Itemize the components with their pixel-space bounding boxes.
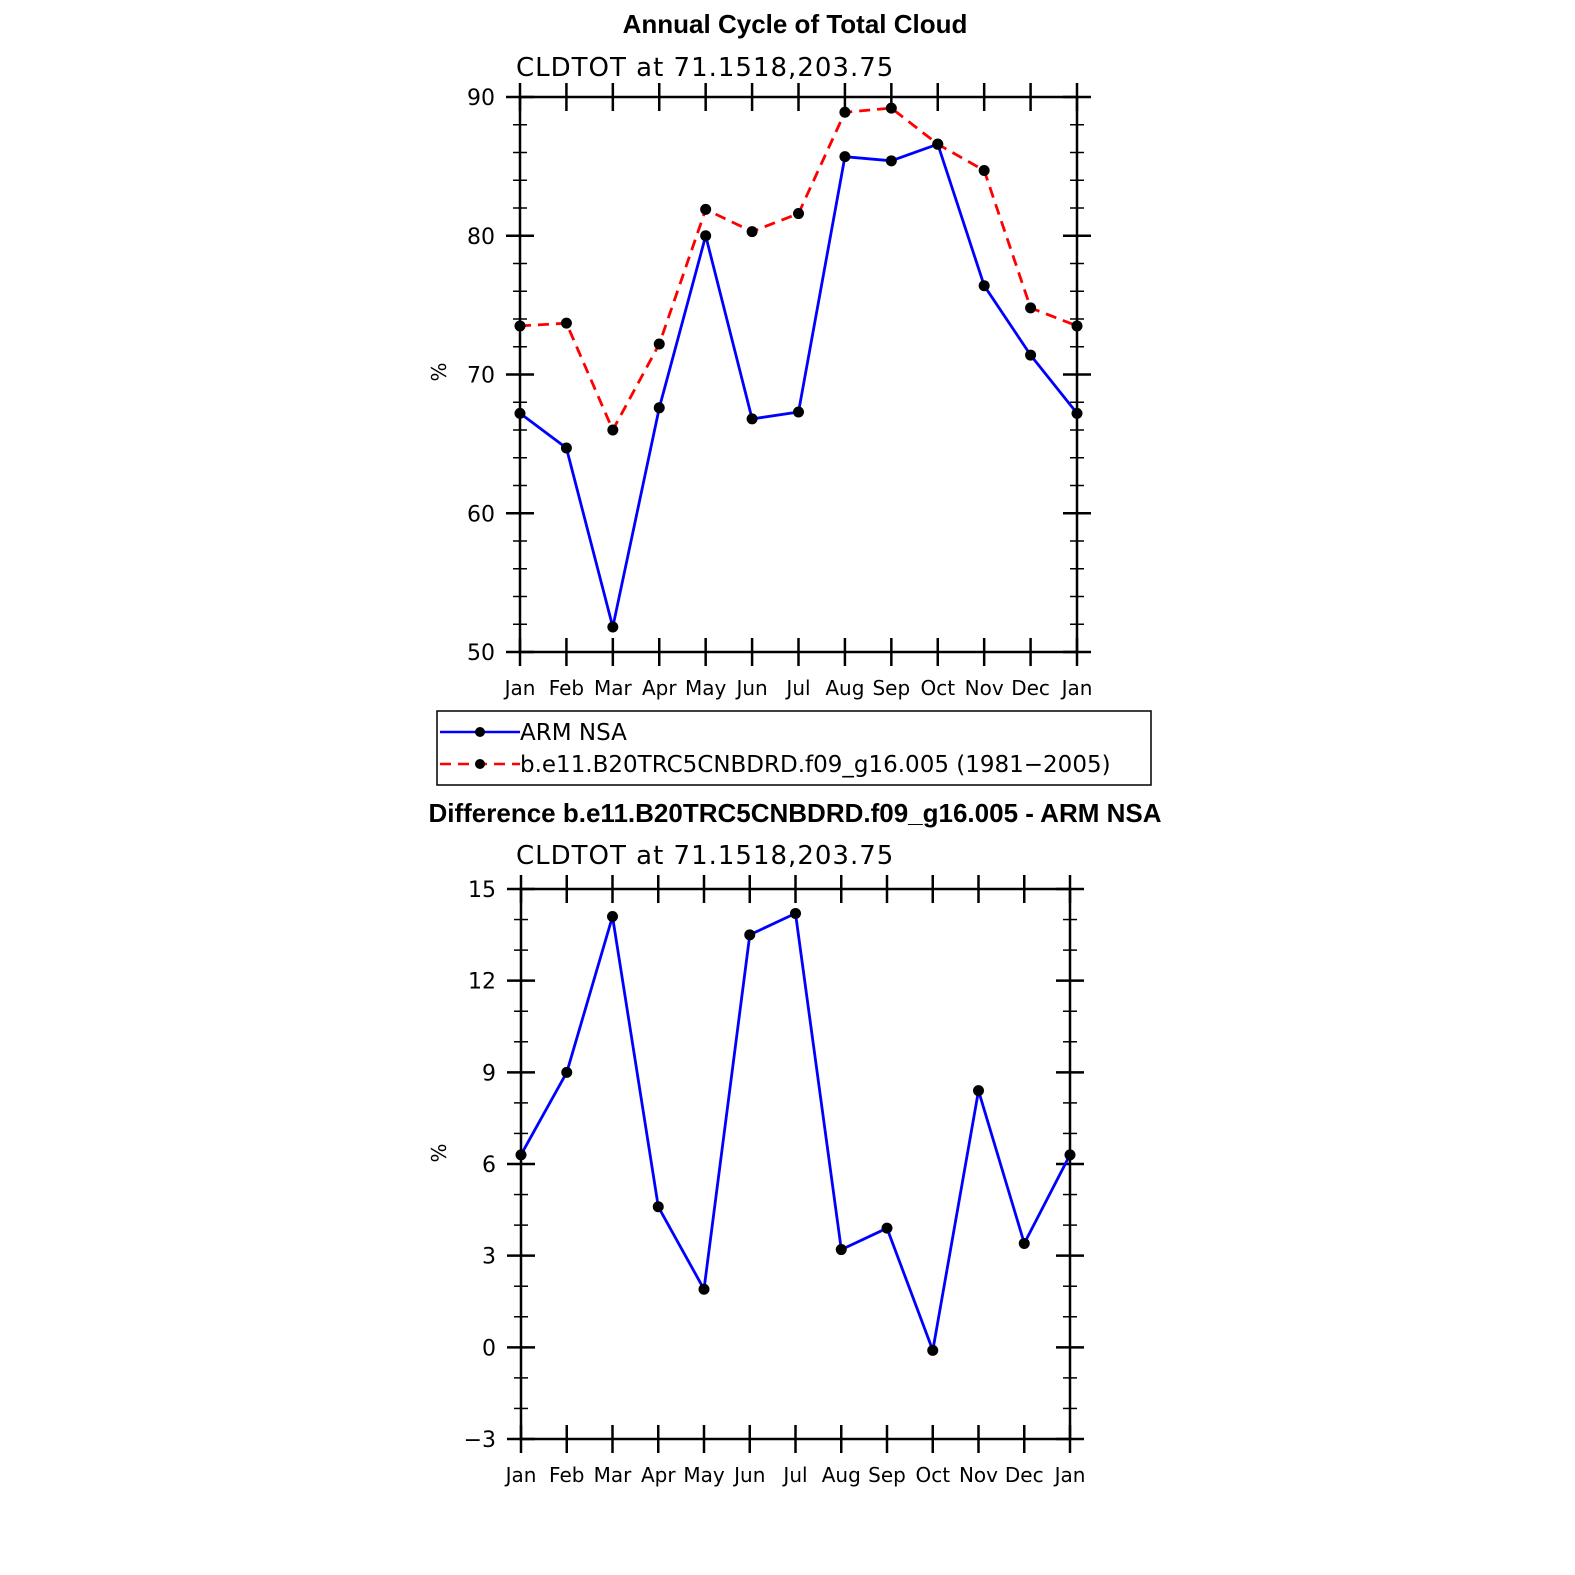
legend-entry-model: b.e11.B20TRC5CNBDRD.f09_g16.005 (1981−20… — [520, 752, 1111, 778]
legend-marker-model — [475, 759, 485, 769]
data-point — [700, 203, 712, 215]
data-point — [652, 1201, 664, 1213]
series-line-1 — [519, 106, 1078, 432]
data-point — [1025, 349, 1037, 361]
y-axis-label: % — [427, 1143, 451, 1162]
x-tick-label: Apr — [641, 1463, 676, 1487]
data-point — [515, 1149, 527, 1161]
x-tick-label: Jan — [1060, 676, 1093, 700]
data-point — [607, 911, 618, 922]
legend-marker-arm-nsa — [475, 727, 485, 737]
x-tick-label: Jun — [732, 1463, 765, 1487]
legend-entry-arm-nsa: ARM NSA — [520, 720, 627, 746]
data-point — [978, 280, 990, 292]
legend: ARM NSA b.e11.B20TRC5CNBDRD.f09_g16.005 … — [436, 710, 1152, 786]
x-tick-label: Mar — [594, 676, 633, 700]
plot-frame — [518, 95, 1079, 654]
y-tick-label: 60 — [467, 502, 495, 527]
data-point — [560, 442, 572, 454]
x-tick-label: Jan — [504, 1463, 537, 1487]
y-axis-label: % — [427, 362, 451, 381]
x-tick-label: Jul — [781, 1463, 807, 1487]
data-point — [973, 1085, 984, 1097]
x-tick-label: Apr — [642, 676, 677, 700]
data-point — [790, 907, 801, 919]
data-point — [885, 102, 897, 114]
x-tick-label: Jan — [1053, 1463, 1086, 1487]
data-point — [1064, 1149, 1076, 1161]
chart-title: Annual Cycle of Total Cloud — [623, 9, 968, 39]
y-tick-label: 70 — [467, 364, 495, 389]
data-point — [881, 1222, 893, 1234]
annual-cycle-chart: Annual Cycle of Total Cloud CLDTOT at 71… — [427, 9, 1092, 700]
data-point — [927, 1344, 939, 1356]
data-point — [839, 106, 851, 118]
data-point — [1071, 320, 1083, 332]
chart-subtitle: CLDTOT at 71.1518,203.75 — [516, 53, 894, 83]
y-tick-label: 3 — [482, 1245, 496, 1270]
data-point — [560, 317, 572, 329]
chart-title: Difference b.e11.B20TRC5CNBDRD.f09_g16.0… — [428, 798, 1161, 828]
x-tick-label: Feb — [549, 1463, 584, 1487]
data-point — [561, 1066, 573, 1078]
data-point — [793, 406, 804, 418]
chart-subtitle: CLDTOT at 71.1518,203.75 — [516, 841, 894, 871]
x-tick-label: Oct — [920, 676, 955, 700]
y-tick-label: 0 — [482, 1336, 496, 1361]
data-point — [746, 226, 758, 238]
data-point — [653, 338, 665, 350]
x-tick-label: Jan — [503, 676, 536, 700]
data-point — [1071, 407, 1083, 419]
data-point — [607, 424, 619, 436]
y-tick-label: 80 — [467, 225, 495, 250]
x-tick-label: Nov — [965, 676, 1004, 700]
series-line-0 — [519, 912, 1072, 1352]
x-tick-label: Sep — [872, 676, 910, 700]
x-tick-label: Feb — [549, 676, 584, 700]
y-tick-label: 9 — [482, 1061, 496, 1086]
x-tick-label: Aug — [822, 1463, 861, 1487]
x-tick-label: Jul — [784, 676, 810, 700]
data-point — [932, 138, 944, 150]
data-point — [839, 151, 851, 163]
data-point — [514, 320, 526, 332]
data-point — [698, 1283, 710, 1295]
data-point — [1025, 302, 1037, 314]
data-point — [514, 407, 526, 419]
data-point — [1018, 1237, 1030, 1249]
y-tick-label: 6 — [482, 1153, 496, 1178]
legend-box — [436, 710, 1152, 786]
x-tick-label: Jun — [734, 676, 767, 700]
data-point — [978, 165, 990, 177]
data-point — [653, 402, 665, 414]
x-tick-label: Nov — [959, 1463, 998, 1487]
data-point — [700, 230, 712, 242]
x-tick-label: Sep — [868, 1463, 906, 1487]
difference-chart: Difference b.e11.B20TRC5CNBDRD.f09_g16.0… — [427, 798, 1162, 1487]
x-tick-label: May — [683, 1463, 725, 1487]
x-tick-label: Dec — [1005, 1463, 1044, 1487]
data-point — [744, 929, 756, 941]
y-tick-label: −3 — [464, 1428, 496, 1453]
x-tick-label: Mar — [594, 1463, 633, 1487]
data-point — [746, 413, 758, 425]
data-point — [793, 208, 804, 220]
y-tick-label: 50 — [467, 641, 495, 666]
x-tick-label: May — [685, 676, 727, 700]
data-point — [885, 155, 897, 167]
data-point — [835, 1244, 847, 1256]
data-point — [607, 621, 619, 633]
plot-frame — [519, 887, 1072, 1441]
y-tick-label: 12 — [468, 970, 496, 995]
x-tick-label: Dec — [1011, 676, 1050, 700]
y-tick-label: 90 — [467, 86, 495, 111]
y-tick-label: 15 — [468, 878, 496, 903]
x-tick-label: Oct — [915, 1463, 950, 1487]
x-tick-label: Aug — [825, 676, 864, 700]
